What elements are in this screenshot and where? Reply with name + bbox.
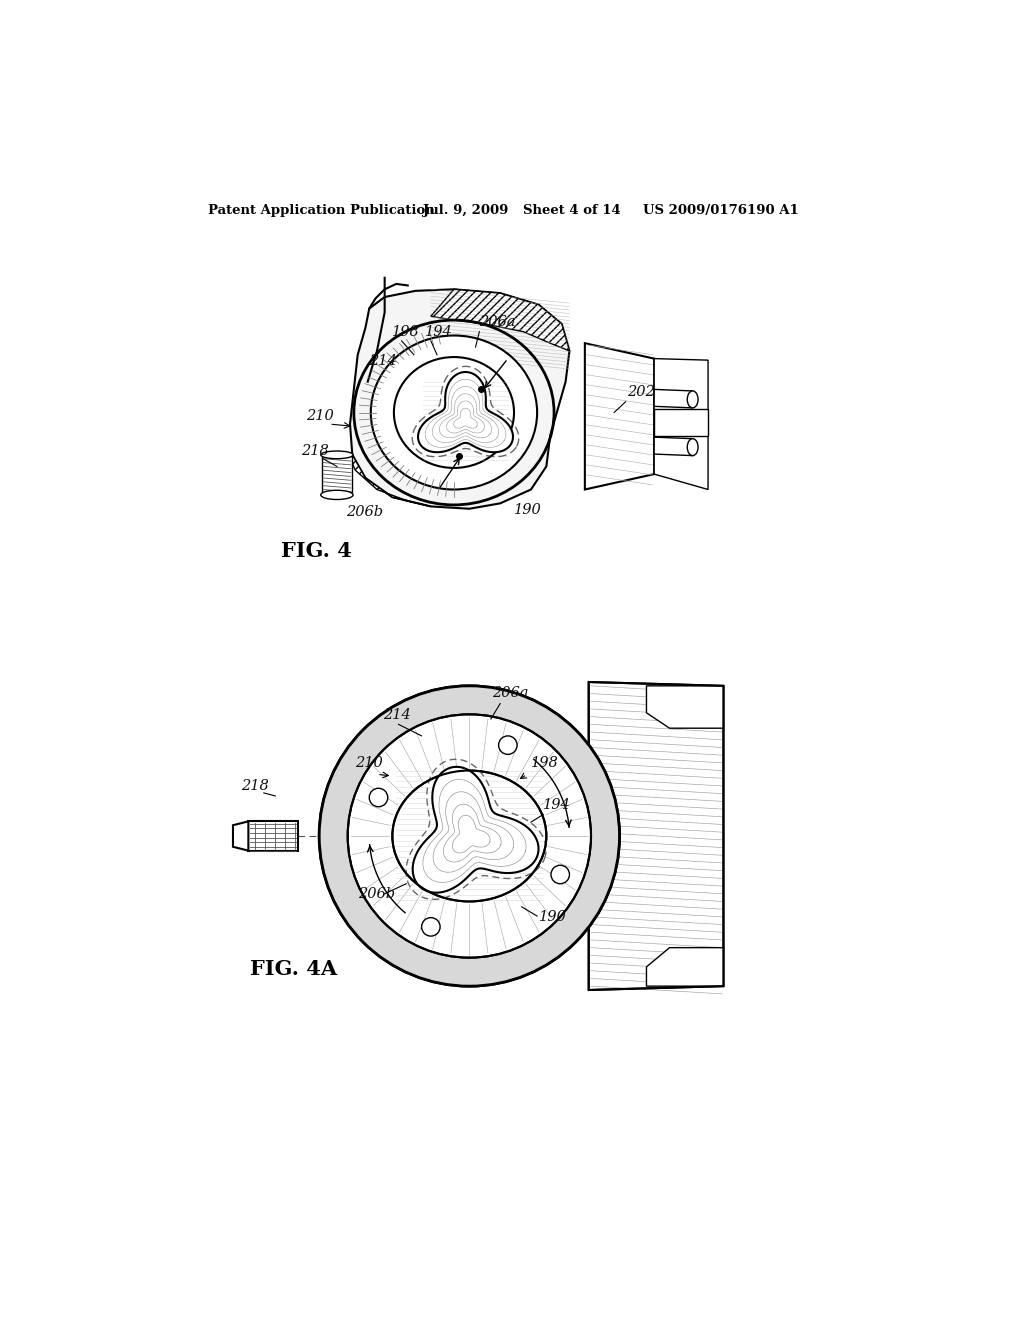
Circle shape — [422, 917, 440, 936]
Text: 198: 198 — [392, 325, 420, 338]
Ellipse shape — [321, 490, 353, 499]
Polygon shape — [350, 289, 569, 508]
Polygon shape — [323, 457, 351, 492]
Polygon shape — [646, 686, 724, 729]
Polygon shape — [431, 289, 569, 351]
Text: 194: 194 — [425, 325, 453, 338]
Polygon shape — [249, 821, 298, 850]
Text: 190: 190 — [539, 909, 566, 924]
Text: 206a: 206a — [478, 315, 515, 329]
Text: 198: 198 — [531, 755, 559, 770]
Polygon shape — [350, 455, 431, 507]
Text: 214: 214 — [383, 708, 411, 722]
Polygon shape — [654, 389, 692, 408]
Text: 218: 218 — [241, 779, 268, 793]
Polygon shape — [413, 767, 539, 892]
Text: 210: 210 — [306, 409, 334, 424]
Polygon shape — [589, 682, 724, 990]
Ellipse shape — [687, 391, 698, 408]
Ellipse shape — [371, 335, 538, 490]
Text: 194: 194 — [544, 799, 571, 812]
Text: Patent Application Publication: Patent Application Publication — [208, 205, 434, 218]
Circle shape — [551, 866, 569, 884]
Ellipse shape — [392, 771, 547, 902]
Text: 214: 214 — [370, 354, 397, 368]
Text: US 2009/0176190 A1: US 2009/0176190 A1 — [643, 205, 799, 218]
Circle shape — [348, 714, 591, 958]
Text: Sheet 4 of 14: Sheet 4 of 14 — [523, 205, 621, 218]
Text: 218: 218 — [301, 444, 330, 458]
Ellipse shape — [321, 451, 353, 459]
Text: 210: 210 — [355, 755, 383, 770]
Text: 206a: 206a — [493, 686, 529, 701]
Circle shape — [499, 737, 517, 755]
Circle shape — [319, 686, 620, 986]
Text: 190: 190 — [514, 503, 542, 517]
Text: FIG. 4: FIG. 4 — [281, 541, 351, 561]
Polygon shape — [418, 372, 513, 453]
Circle shape — [370, 788, 388, 807]
Text: 202: 202 — [628, 384, 655, 399]
Polygon shape — [654, 359, 708, 490]
Polygon shape — [654, 437, 692, 455]
Text: Jul. 9, 2009: Jul. 9, 2009 — [423, 205, 509, 218]
Text: 206b: 206b — [357, 887, 395, 900]
Text: 206b: 206b — [346, 506, 383, 520]
Polygon shape — [585, 343, 654, 490]
Text: FIG. 4A: FIG. 4A — [250, 958, 337, 978]
Ellipse shape — [394, 358, 514, 467]
Polygon shape — [646, 948, 724, 986]
Ellipse shape — [687, 438, 698, 455]
Polygon shape — [654, 409, 708, 436]
Polygon shape — [233, 821, 249, 850]
